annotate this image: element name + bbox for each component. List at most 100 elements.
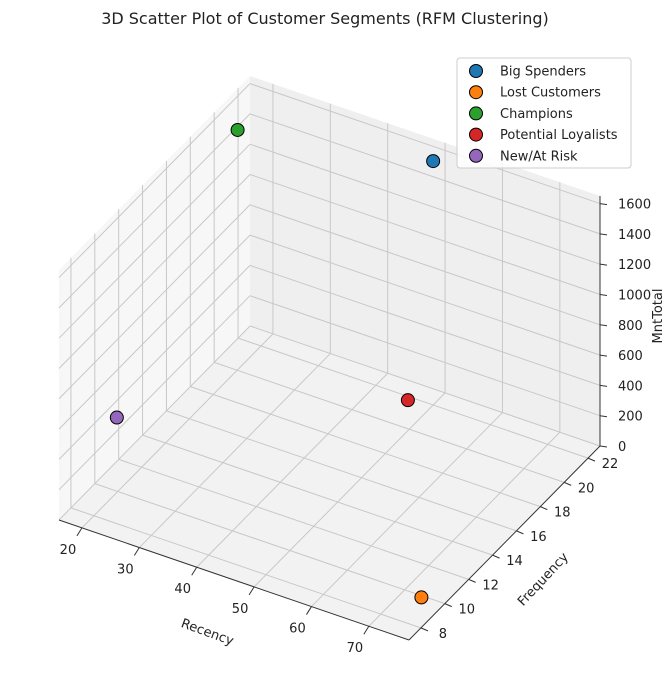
z-gridline-left (58, 295, 251, 491)
y-gridline-floor (166, 410, 517, 532)
z-gridline-left (58, 265, 251, 460)
x-gridline-floor (138, 353, 331, 548)
y-tick-label: 14 (506, 554, 523, 569)
data-points (109, 122, 441, 605)
z-tick-label: 1200 (618, 258, 651, 273)
x-tick-label: 60 (289, 622, 306, 637)
left-pane (59, 76, 250, 520)
legend-marker-champions (469, 106, 483, 121)
y-tick (563, 481, 572, 486)
x-tick (133, 547, 140, 556)
z-tick-label: 1000 (618, 288, 651, 303)
z-gridline-back (249, 204, 601, 326)
y-gridline-floor (142, 434, 493, 556)
y-tick-label: 16 (530, 530, 547, 545)
x-gridline-floor (368, 431, 561, 627)
z-tick (599, 203, 608, 206)
z-axis-label: MntTotal (651, 289, 663, 344)
y-tick-label: 8 (439, 627, 447, 642)
z-gridline-back (249, 143, 601, 265)
z-tick (599, 263, 608, 266)
legend-label-champions: Champions (500, 107, 573, 122)
legend-label-lost-customers: Lost Customers (500, 86, 601, 101)
y-gridline-floor (118, 458, 469, 580)
legend-frame (456, 57, 632, 169)
z-tick-label: 1600 (618, 198, 651, 213)
x-tick-label: 20 (60, 543, 77, 558)
tick-labels: 20 30 40 50 60 70 8 10 12 14 16 18 20 22 0 200 400 600 800… (60, 198, 651, 657)
z-gridline-left (58, 113, 251, 309)
legend-label-new-at-risk: New/At Risk (500, 149, 578, 164)
z-gridline-back (249, 264, 601, 386)
z-gridline-left (58, 143, 251, 339)
x-gridline-floor (81, 333, 274, 529)
z-gridline-back (249, 113, 601, 235)
z-tick (599, 324, 608, 327)
axis-panes (59, 76, 600, 640)
y-tick (516, 530, 524, 535)
y-gridline-floor (190, 386, 541, 508)
y-tick-label: 12 (482, 578, 499, 593)
y-tick-label: 20 (578, 481, 595, 496)
z-gridline-left (58, 83, 251, 278)
data-point-new-at-risk (109, 410, 124, 425)
z-tick-label: 1400 (618, 228, 651, 243)
legend-marker-lost-customers (469, 85, 483, 100)
y-axis-line (408, 445, 601, 641)
z-gridline-back (249, 234, 601, 356)
x-tick (76, 527, 83, 537)
x-axis-label: Recency (179, 616, 236, 649)
data-point-big-spenders (426, 154, 441, 169)
z-gridline-back (249, 174, 601, 295)
z-tick (599, 415, 608, 418)
data-point-lost-customers (414, 590, 429, 605)
z-tick-label: 800 (618, 319, 643, 334)
x-tick-label: 70 (347, 641, 364, 656)
x-gridline-floor (196, 372, 389, 568)
y-tick (420, 627, 429, 632)
x-tick-label: 30 (117, 563, 134, 578)
y-gridline-floor (70, 507, 422, 629)
x-tick-label: 50 (232, 602, 249, 617)
z-tick-label: 600 (618, 349, 643, 364)
z-tick (599, 233, 608, 236)
x-gridline-floor (253, 392, 446, 588)
x-tick-label: 40 (174, 582, 191, 597)
z-tick (599, 354, 608, 357)
x-tick (306, 606, 312, 615)
grid-lines (58, 83, 601, 629)
legend-marker-new-at-risk (469, 148, 483, 163)
legend-marker-big-spenders (469, 64, 483, 78)
x-tick (248, 586, 255, 596)
x-axis-line (58, 519, 410, 641)
z-tick-label: 200 (618, 410, 643, 425)
legend-label-potential-loyalists: Potential Loyalists (500, 128, 618, 143)
chart-title: 3D Scatter Plot of Customer Segments (RF… (101, 9, 549, 28)
x-gridline-floor (311, 412, 503, 607)
y-tick-label: 10 (459, 603, 476, 618)
z-gridline-left (58, 234, 251, 430)
data-point-champions (230, 122, 245, 137)
x-tick (363, 625, 370, 635)
z-gridline-back (249, 325, 601, 447)
axes (58, 196, 608, 641)
z-gridline-left (58, 204, 251, 400)
data-point-potential-loyalists (400, 393, 415, 408)
legend-items: Big Spenders Lost Customers Champions Poten… (469, 64, 618, 164)
y-tick (587, 457, 596, 462)
z-tick (599, 293, 608, 296)
y-axis-label: Frequency (515, 550, 572, 610)
z-tick-label: 400 (618, 379, 643, 394)
y-tick (492, 554, 500, 559)
legend-label-big-spenders: Big Spenders (500, 65, 586, 80)
legend: Big Spenders Lost Customers Champions Poten… (456, 57, 632, 169)
floor-pane (59, 326, 600, 640)
y-tick-label: 18 (554, 506, 571, 521)
y-tick (444, 603, 453, 608)
z-gridline-back (249, 295, 601, 417)
y-tick (540, 506, 548, 511)
z-tick (599, 384, 608, 387)
z-gridline-back (249, 83, 601, 205)
